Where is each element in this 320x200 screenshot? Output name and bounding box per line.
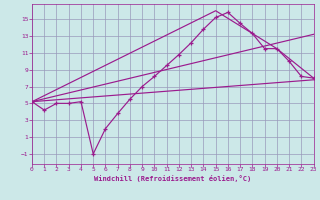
X-axis label: Windchill (Refroidissement éolien,°C): Windchill (Refroidissement éolien,°C) [94, 175, 252, 182]
